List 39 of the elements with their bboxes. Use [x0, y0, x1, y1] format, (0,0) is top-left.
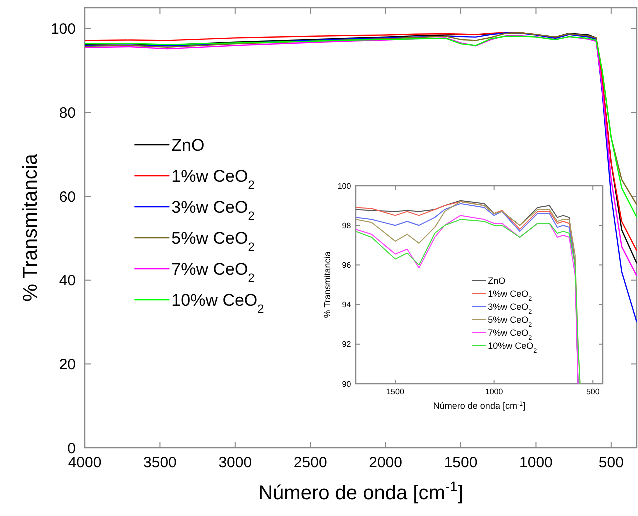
legend-label: 1%w CeO$_{2}$ [488, 289, 533, 303]
y-tick-label: 100 [338, 182, 352, 191]
y-tick-label: 94 [342, 300, 352, 310]
x-tick-label: 1500 [444, 454, 478, 472]
legend-label: 3%w CeO$_{2}$ [172, 198, 256, 223]
legend-label: 10%w CeO$_{2}$ [488, 341, 538, 355]
y-axis-title: % Transmitancia [322, 252, 332, 318]
y-tick-label: 100 [50, 21, 76, 38]
x-tick-label: 2000 [369, 454, 403, 472]
y-tick-label: 80 [59, 105, 76, 122]
legend-label: 5%w CeO$_{2}$ [172, 228, 256, 254]
x-tick-label: 2500 [294, 454, 328, 472]
x-axis-title: Número de onda [cm$^{-1}$] [433, 400, 526, 411]
y-tick-label: 0 [68, 440, 76, 458]
y-tick-label: 92 [342, 340, 352, 350]
y-tick-label: 20 [59, 356, 76, 374]
legend-label: 7%w CeO$_{2}$ [488, 328, 533, 342]
legend-label: 5%w CeO$_{2}$ [488, 315, 533, 329]
legend-label: ZnO [488, 276, 506, 286]
x-tick-label: 3500 [144, 454, 177, 472]
y-tick-label: 98 [342, 221, 352, 230]
x-tick-label: 500 [598, 454, 624, 472]
legend-label: ZnO [172, 136, 205, 155]
x-tick-label: 3000 [218, 454, 252, 472]
legend-label: 1%w CeO$_{2}$ [172, 166, 256, 192]
x-tick-label: 1500 [386, 387, 405, 396]
x-tick-label: 1000 [520, 454, 553, 472]
y-axis-title: % Transmitancia [20, 153, 42, 302]
y-tick-label: 96 [342, 261, 352, 270]
x-tick-label: 4000 [68, 454, 102, 472]
y-tick-label: 60 [59, 188, 76, 206]
x-tick-label: 500 [586, 387, 600, 396]
x-axis-title: Número de onda [cm$^{-1}$] [258, 478, 464, 504]
x-tick-label: 1000 [485, 387, 504, 396]
legend-label: 7%w CeO$_{2}$ [172, 260, 256, 285]
legend-label: 3%w CeO$_{2}$ [488, 302, 533, 316]
y-tick-label: 40 [59, 272, 76, 290]
y-tick-label: 90 [342, 380, 352, 389]
legend-label: 10%w CeO$_{2}$ [172, 290, 265, 316]
